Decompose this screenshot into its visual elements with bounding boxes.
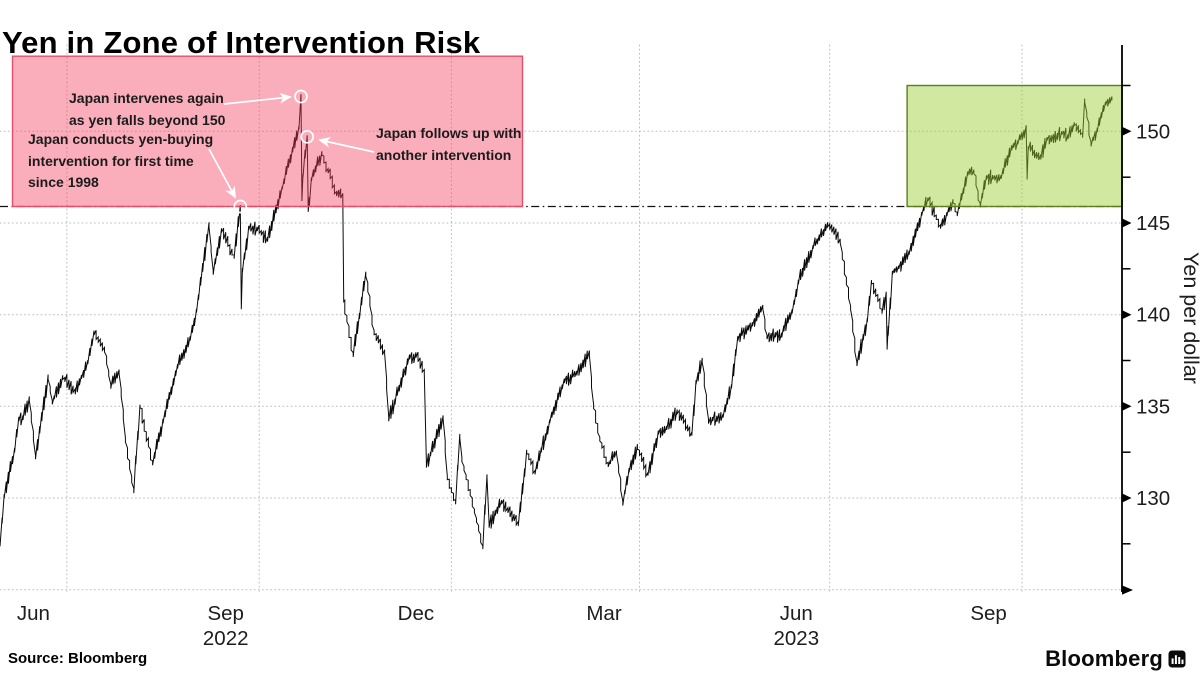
annotation-line: another intervention [376,146,512,163]
annotation-second-intervention: Japan intervenes again as yen falls beyo… [69,88,225,131]
y-major-tick [1122,493,1132,503]
marker-circle-third-intervention [300,129,315,144]
price-line-usdjpy [0,94,1113,550]
intervention-zone-2022 [11,55,524,208]
intervention-zone-2023 [906,84,1123,208]
marker-circle-second-intervention [294,89,308,104]
x-month-label: Sep [970,602,1006,625]
arrow-to-third-intervention [318,136,375,153]
annotation-line: intervention for first time [28,152,194,169]
bloomberg-brand: Bloomberg [1045,646,1186,672]
arrow-to-first-intervention [208,148,236,199]
y-tick-label: 130 [1136,487,1170,510]
x-month-label: Sep [207,602,243,625]
y-tick-label: 140 [1136,304,1170,327]
y-major-tick [1122,310,1132,320]
annotation-line: Japan conducts yen-buying [28,131,214,147]
y-major-tick [1122,218,1132,228]
y-major-tick [1122,401,1132,411]
annotation-line: Japan intervenes again [69,90,224,106]
x-axis-end-arrow [1122,585,1133,595]
bloomberg-terminal-icon [1168,650,1186,668]
x-month-label: Mar [586,602,621,625]
y-tick-label: 145 [1136,212,1170,235]
y-tick-label: 135 [1136,395,1170,418]
x-year-label: 2023 [773,627,819,650]
page-title: Yen in Zone of Intervention Risk [2,24,481,60]
annotation-line: as yen falls beyond 150 [69,111,226,128]
annotation-first-intervention: Japan conducts yen-buying intervention f… [28,129,213,194]
y-axis-title: Yen per dollar [1179,252,1200,384]
y-major-tick [1122,126,1132,136]
y-tick-label: 150 [1136,120,1170,143]
x-month-label: Jun [17,602,50,625]
arrow-to-second-intervention [223,92,292,105]
annotation-line: since 1998 [28,174,99,190]
x-month-label: Jun [780,602,813,625]
source-note: Source: Bloomberg [8,650,148,667]
bloomberg-wordmark: Bloomberg [1045,646,1163,671]
x-month-label: Dec [398,602,434,625]
annotation-line: Japan follows up with [376,125,522,141]
x-year-label: 2022 [203,627,249,650]
annotation-third-intervention: Japan follows up with another interventi… [376,123,521,166]
marker-circle-first-intervention [233,199,248,214]
